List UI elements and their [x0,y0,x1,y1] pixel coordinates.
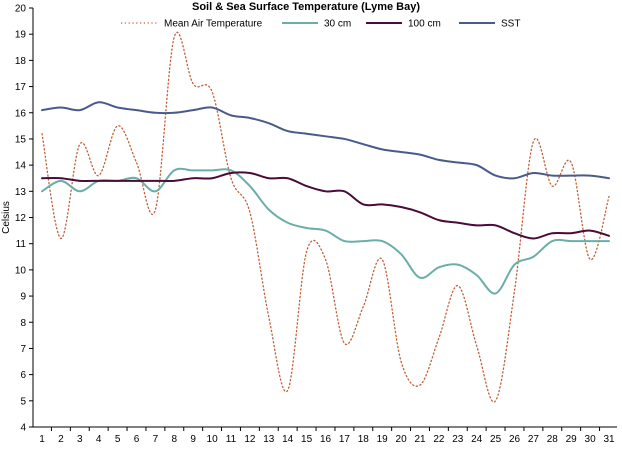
x-tick-label: 28 [547,434,559,445]
x-tick-label: 6 [134,434,140,445]
x-tick-label: 26 [509,434,521,445]
x-tick-label: 15 [301,434,313,445]
y-tick-label: 11 [16,239,27,250]
x-tick-label: 22 [433,434,445,445]
y-axis-label: Celsius [1,201,12,234]
x-tick-label: 16 [320,434,332,445]
x-tick-label: 19 [377,434,389,445]
axes [32,8,617,428]
y-tick-label: 12 [15,213,27,224]
x-tick-label: 24 [471,434,483,445]
series-line-4 [41,101,610,180]
x-tick-label: 10 [207,434,219,445]
legend-label: SST [501,19,520,30]
legend-label: 100 cm [408,19,441,30]
y-tick-label: 4 [20,423,26,434]
series-line-3 [41,171,610,240]
x-tick-label: 18 [358,434,370,445]
x-tick-label: 25 [490,434,502,445]
y-tick-label: 17 [15,82,27,93]
x-tick-label: 2 [58,434,64,445]
series-line-2 [41,167,610,295]
y-tick-label: 7 [20,344,26,355]
x-tick-label: 23 [452,434,464,445]
x-tick-label: 8 [172,434,178,445]
x-tick-label: 21 [414,434,426,445]
legend-label: Mean Air Temperature [164,19,263,30]
x-tick-label: 3 [77,434,83,445]
y-tick-label: 9 [20,292,26,303]
y-tick-label: 14 [15,161,27,172]
x-tick-label: 31 [603,434,615,445]
legend-label: 30 cm [324,19,351,30]
x-ticks: 1 2 3 4 5 6 7 8 9 10 11 12 13 14 15 16 17 18 19 20 21 22 23 24 2… [39,427,615,445]
x-tick-label: 12 [244,434,256,445]
x-tick-label: 17 [339,434,351,445]
x-tick-label: 4 [96,434,102,445]
y-tick-label: 8 [20,318,26,329]
y-ticks: 4 5 6 7 8 9 10 11 12 13 14 15 16 17 18 19 20 [15,4,33,434]
x-tick-label: 20 [396,434,408,445]
y-tick-label: 19 [15,30,27,41]
y-tick-label: 6 [20,370,26,381]
x-tick-label: 13 [263,434,275,445]
legend: Mean Air Temperature 30 cm 100 cm SST [121,19,520,30]
x-tick-label: 29 [566,434,578,445]
y-tick-label: 10 [15,265,27,276]
x-tick-label: 5 [115,434,121,445]
x-tick-label: 9 [190,434,196,445]
x-tick-label: 7 [153,434,159,445]
x-tick-label: 27 [528,434,540,445]
y-tick-label: 5 [20,396,26,407]
x-tick-label: 11 [226,434,237,445]
y-tick-label: 18 [15,56,27,67]
x-tick-label: 14 [282,434,294,445]
series-layer [41,32,610,403]
y-tick-label: 20 [15,4,27,15]
series-line-1 [41,32,610,403]
y-tick-label: 16 [15,108,27,119]
chart-title: Soil & Sea Surface Temperature (Lyme Bay… [192,1,420,13]
x-tick-label: 1 [39,434,45,445]
x-tick-label: 30 [585,434,597,445]
y-tick-label: 15 [15,134,27,145]
y-tick-label: 13 [15,187,27,198]
